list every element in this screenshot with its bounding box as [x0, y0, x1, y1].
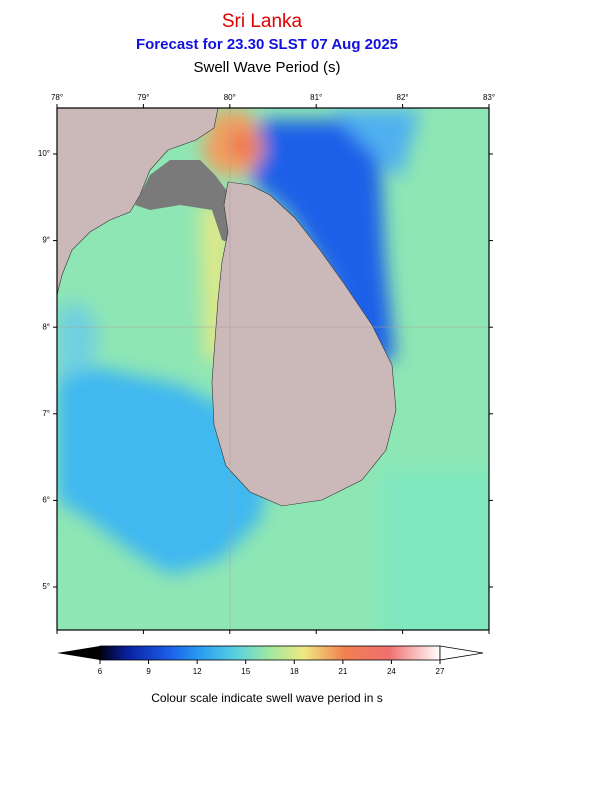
subtitle: Forecast for 23.30 SLST 07 Aug 2025 [136, 36, 398, 53]
colorbar-tick-label: 12 [193, 667, 202, 676]
colorbar-ticks: 6 9 12 15 18 21 24 27 [98, 660, 445, 676]
lon-label: 82° [397, 93, 409, 102]
colorbar-tick-label: 18 [290, 667, 299, 676]
colorbar-under [57, 646, 100, 660]
lon-label: 78° [51, 93, 63, 102]
lat-label: 8° [42, 322, 50, 331]
colorbar-tick-label: 24 [387, 667, 396, 676]
lon-label: 81° [310, 93, 322, 102]
map-frame [56, 107, 490, 631]
colorbar-tick-label: 27 [436, 667, 445, 676]
title: Sri Lanka [222, 11, 303, 32]
lon-label: 79° [137, 93, 149, 102]
axes: 78° 79° 80° 81° 82° 83° 10° 9° 8° 7° 6° 5° [38, 93, 495, 634]
colorbar-tick-label: 15 [241, 667, 250, 676]
lat-label: 10° [38, 149, 50, 158]
sri-lanka-land [211, 181, 397, 507]
lat-label: 9° [42, 236, 50, 245]
lat-label: 5° [42, 582, 50, 591]
map-field [57, 108, 489, 630]
swell-field [57, 110, 489, 630]
shallow-strait [135, 160, 240, 245]
colorbar-tick-label: 21 [338, 667, 347, 676]
lon-label: 83° [483, 93, 495, 102]
lat-label: 6° [42, 496, 50, 505]
variable: Swell Wave Period (s) [194, 59, 341, 76]
colorbar-caption: Colour scale indicate swell wave period … [151, 691, 382, 705]
lon-label: 80° [224, 93, 236, 102]
colorbar-tick-label: 6 [98, 667, 103, 676]
lat-label: 7° [42, 409, 50, 418]
colorbar-tick-label: 9 [146, 667, 151, 676]
colorbar [99, 645, 441, 661]
india-land [57, 108, 219, 296]
colorbar-over [439, 645, 484, 661]
